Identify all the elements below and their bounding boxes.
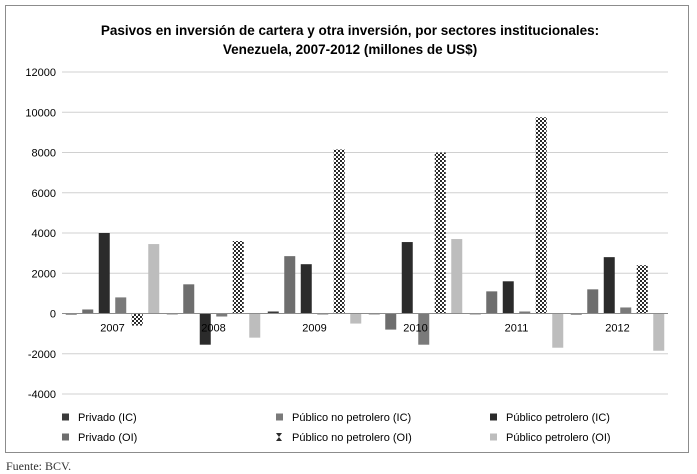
bar (216, 313, 228, 317)
legend-swatch (62, 413, 69, 421)
bar (350, 313, 362, 324)
chart-frame (5, 5, 689, 453)
bar (570, 313, 582, 315)
bar (98, 233, 110, 314)
bar (148, 244, 160, 314)
bar (653, 313, 665, 351)
chart-title-line1: Pasivos en inversión de cartera y otra i… (101, 23, 599, 38)
bar (535, 117, 547, 314)
x-tick-label: 2007 (100, 323, 124, 335)
bar (82, 309, 94, 314)
legend-label: Público petrolero (IC) (506, 412, 610, 424)
bar (552, 313, 564, 348)
bar (434, 152, 446, 314)
y-tick-label: -2000 (28, 349, 56, 361)
bar (284, 256, 296, 314)
bar (451, 239, 463, 314)
legend-label: Privado (IC) (78, 412, 137, 424)
legend-label: Público petrolero (OI) (506, 432, 611, 444)
bar (131, 313, 143, 326)
legend-swatch (490, 413, 497, 421)
x-tick-label: 2009 (302, 323, 326, 335)
bar (401, 242, 413, 314)
legend-swatch (62, 433, 69, 441)
source-note: Fuente: BCV. (6, 459, 72, 473)
bar (300, 264, 312, 314)
bar (603, 257, 615, 314)
legend-swatch (276, 413, 283, 421)
y-tick-label: 10000 (25, 107, 56, 119)
bar (502, 281, 514, 314)
bar (333, 149, 345, 314)
bar (65, 313, 77, 315)
x-tick-label: 2011 (505, 323, 529, 335)
legend-label: Privado (OI) (78, 432, 137, 444)
legend-label: Público no petrolero (IC) (292, 412, 411, 424)
bar (183, 284, 195, 314)
grid-layer (62, 71, 668, 395)
bar (115, 297, 127, 314)
y-tick-label: 6000 (32, 188, 56, 200)
legend-swatch (276, 433, 282, 441)
y-tick-label: 12000 (25, 67, 56, 79)
y-tick-label: 2000 (32, 268, 56, 280)
x-tick-label: 2010 (403, 323, 427, 335)
legend-layer: Privado (IC) Público no petrolero (IC) Púb… (62, 412, 611, 444)
x-tick-label: 2012 (605, 323, 629, 335)
bar (317, 313, 329, 315)
bar (620, 307, 632, 314)
x-tick-label: 2008 (201, 323, 225, 335)
bar (267, 311, 279, 314)
chart-title-line2: Venezuela, 2007-2012 (millones de US$) (223, 42, 477, 57)
bar (232, 241, 244, 314)
y-tick-label: 8000 (32, 148, 56, 160)
legend-swatch (490, 433, 497, 441)
bar (418, 313, 430, 345)
bar (486, 291, 498, 314)
legend-label: Público no petrolero (OI) (292, 432, 412, 444)
bar (636, 265, 648, 314)
bar (249, 313, 261, 338)
bar (385, 313, 397, 330)
bars-layer (65, 117, 665, 351)
y-tick-label: -4000 (28, 389, 56, 401)
y-tick-label: 0 (50, 309, 56, 321)
bar (587, 289, 599, 314)
y-tick-label: 4000 (32, 228, 56, 240)
bar (519, 311, 531, 314)
bar (199, 313, 211, 345)
axis-layer: -4000 -2000 0 2000 4000 6000 8000 10000 12000 200… (25, 67, 668, 401)
